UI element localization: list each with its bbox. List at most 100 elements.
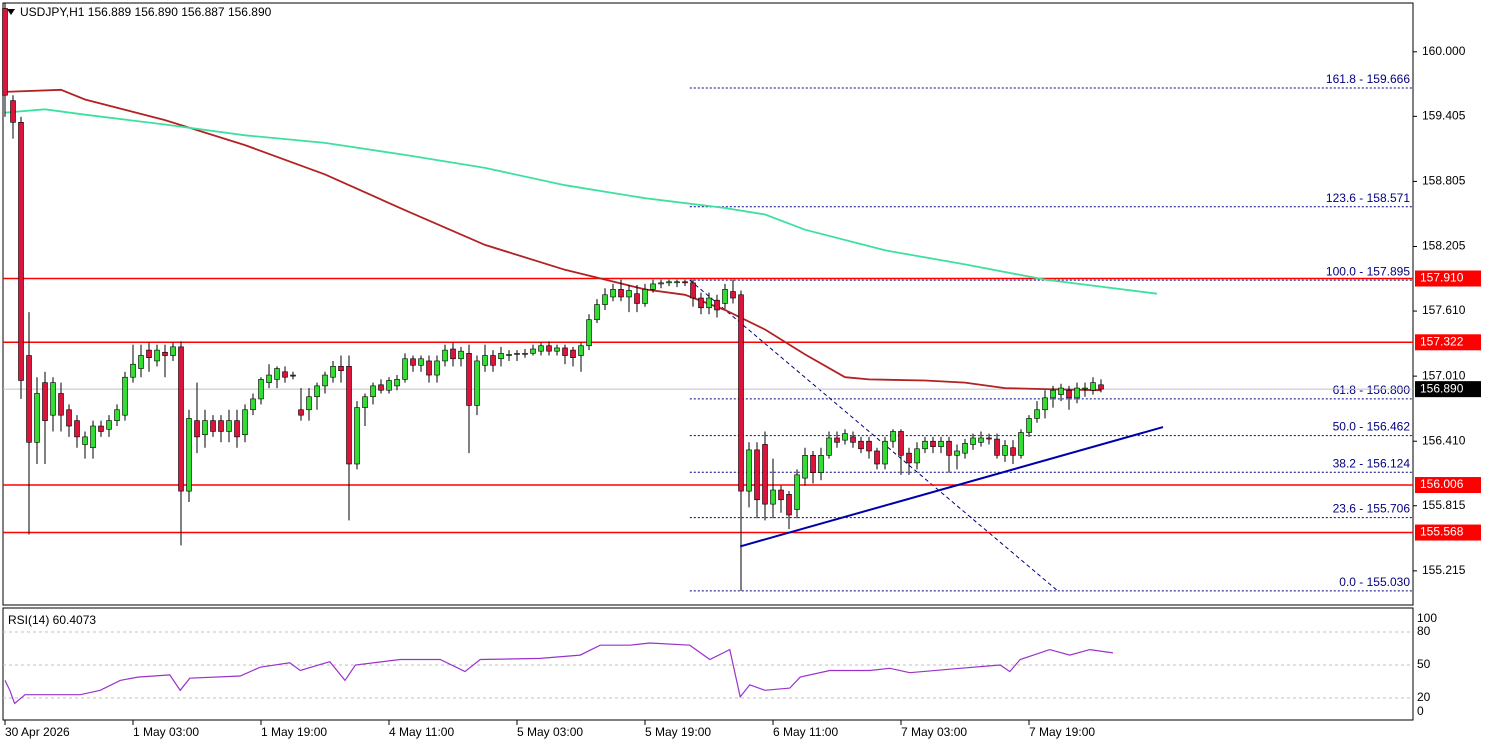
x-tick-label: 7 May 03:00: [901, 725, 967, 739]
candle-body: [490, 355, 496, 366]
candle-body: [154, 349, 160, 362]
candle-body: [882, 440, 888, 465]
candle-body: [122, 376, 128, 416]
candle-body: [250, 398, 256, 411]
candle-body: [722, 289, 728, 304]
level-label: 157.322: [1420, 334, 1464, 348]
candle-body: [834, 437, 840, 443]
rsi-panel: [2, 607, 1414, 721]
candle-body: [554, 347, 560, 352]
y-tick-label: 157.010: [1422, 368, 1466, 382]
candle-body: [930, 440, 936, 447]
candle-body: [370, 385, 376, 398]
candle-body: [618, 289, 624, 298]
candle-body: [1090, 382, 1096, 391]
candle-body: [938, 440, 944, 447]
candle-body: [698, 297, 704, 309]
candle-body: [762, 444, 768, 505]
candle-body: [1050, 389, 1056, 399]
x-tick-label: 6 May 11:00: [773, 725, 838, 739]
candle-body: [706, 297, 712, 309]
candle-body: [482, 355, 488, 366]
candle-body: [754, 449, 760, 501]
candle-body: [274, 368, 280, 380]
candle-body: [506, 354, 512, 356]
candle-body: [210, 420, 216, 432]
y-tick-label: 159.405: [1422, 109, 1466, 123]
y-tick-label: 155.215: [1422, 563, 1466, 577]
candle-body: [218, 420, 224, 432]
candle-body: [82, 436, 88, 445]
level-box: [1415, 477, 1481, 494]
rsi-tick-label: 100: [1417, 611, 1437, 625]
candle-body: [578, 345, 584, 356]
candle-body: [586, 319, 592, 347]
candle-body: [978, 437, 984, 443]
rsi-tick-label: 0: [1417, 704, 1424, 718]
candle-body: [402, 358, 408, 380]
candle-body: [962, 443, 968, 454]
rsi-tick-label: 80: [1417, 624, 1431, 638]
fib-label: 0.0 - 155.030: [1339, 575, 1410, 589]
y-tick-label: 158.205: [1422, 239, 1466, 253]
candle-body: [922, 440, 928, 450]
candle-body: [610, 289, 616, 298]
candle-body: [850, 436, 856, 443]
candle-body: [1082, 387, 1088, 390]
y-tick-label: 160.000: [1422, 44, 1466, 58]
candle-body: [330, 366, 336, 378]
candle-body: [1058, 387, 1064, 395]
candle-body: [778, 489, 784, 501]
candle-body: [1018, 432, 1024, 456]
fib-anchor-line: [689, 279, 1059, 592]
candle-body: [522, 353, 528, 355]
rsi-line: [4, 642, 1114, 705]
candle-body: [1066, 389, 1072, 399]
candle-body: [458, 350, 464, 360]
candle-body: [498, 353, 504, 360]
candle-body: [562, 347, 568, 356]
x-tick-label: 5 May 19:00: [645, 725, 711, 739]
candle-body: [42, 382, 48, 421]
candle-body: [18, 122, 24, 381]
candle-body: [826, 437, 832, 456]
candle-body: [986, 437, 992, 440]
candle-body: [866, 440, 872, 452]
candle-body: [1042, 397, 1048, 411]
candle-body: [426, 360, 432, 376]
candle-body: [450, 348, 456, 360]
main-panel: [2, 2, 1414, 606]
candle-body: [1074, 387, 1080, 399]
x-tick-label: 30 Apr 2026: [5, 725, 70, 739]
candle-body: [194, 420, 200, 438]
candle-body: [178, 346, 184, 492]
candle-body: [418, 358, 424, 366]
rsi-tick-label: 50: [1417, 657, 1431, 671]
candle-body: [858, 440, 864, 450]
candle-body: [626, 290, 632, 298]
candle-body: [322, 374, 328, 387]
candle-body: [130, 363, 136, 378]
y-tick-label: 157.610: [1422, 303, 1466, 317]
candle-body: [354, 407, 360, 465]
candle-body: [874, 450, 880, 465]
y-tick-label: 155.815: [1422, 498, 1466, 512]
x-tick-label: 7 May 19:00: [1029, 725, 1095, 739]
candle-body: [346, 366, 352, 465]
fib-label: 61.8 - 156.800: [1333, 383, 1411, 397]
candle-body: [138, 355, 144, 369]
candle-body: [770, 489, 776, 505]
candle-body: [546, 345, 552, 352]
candle-body: [338, 366, 344, 372]
menu-arrow[interactable]: [7, 9, 15, 15]
candle-body: [226, 420, 232, 432]
candle-body: [186, 418, 192, 492]
candle-body: [802, 455, 808, 479]
candle-body: [170, 346, 176, 356]
candle-body: [1098, 384, 1104, 390]
fib-label: 161.8 - 159.666: [1326, 72, 1410, 86]
candle-body: [994, 438, 1000, 456]
last-price-box: [1415, 381, 1481, 398]
